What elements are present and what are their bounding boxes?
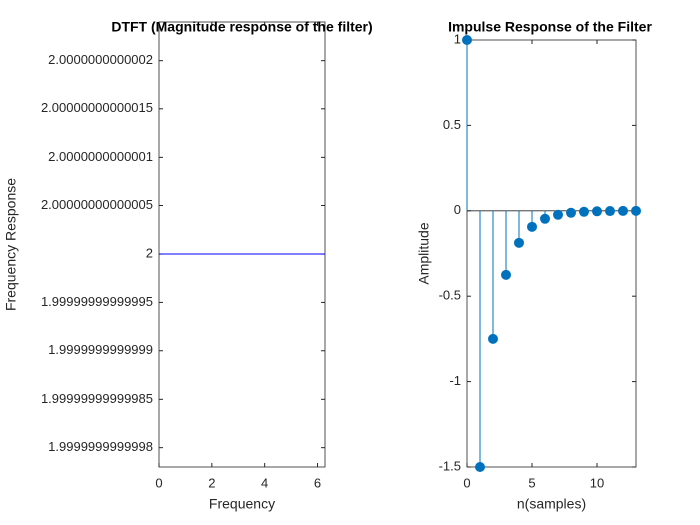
x-tick-label: 5 — [528, 475, 535, 490]
y-tick-label: 2.00000000000005 — [41, 197, 153, 212]
y-tick-label: 0 — [454, 202, 461, 217]
y-tick-label: -1 — [449, 373, 461, 388]
y-axis-label: Frequency Response — [3, 178, 19, 311]
stem-marker — [514, 237, 524, 248]
stem-marker — [462, 35, 472, 45]
plot-area — [466, 39, 637, 468]
stem-marker — [605, 206, 615, 217]
stem-marker — [579, 206, 589, 217]
chart-title: DTFT (Magnitude response of the filter) — [111, 19, 372, 35]
stem-marker — [501, 269, 511, 280]
stem-marker — [592, 206, 602, 217]
y-tick-label: 1 — [454, 31, 461, 46]
stem-marker — [488, 333, 498, 344]
y-tick-label: -1.5 — [439, 458, 461, 473]
stem-marker — [527, 221, 537, 232]
y-axis-label: Amplitude — [416, 222, 432, 284]
y-tick-label: 2.0000000000001 — [48, 149, 153, 164]
y-tick-label: 1.9999999999998 — [48, 439, 153, 454]
plot-area — [158, 21, 326, 468]
y-tick-label: -0.5 — [439, 288, 461, 303]
stem-marker — [475, 462, 485, 472]
x-tick-label: 0 — [155, 475, 162, 490]
x-tick-label: 6 — [314, 475, 321, 490]
x-tick-label: 4 — [261, 475, 268, 490]
y-tick-label: 2.00000000000015 — [41, 100, 153, 115]
stem-marker — [631, 205, 641, 216]
y-tick-label: 1.99999999999995 — [41, 294, 153, 309]
y-tick-label: 0.5 — [443, 117, 461, 132]
y-tick-label: 1.99999999999985 — [41, 391, 153, 406]
x-tick-label: 10 — [590, 475, 604, 490]
x-tick-label: 2 — [208, 475, 215, 490]
stem-marker — [566, 207, 576, 218]
y-tick-label: 1.9999999999999 — [48, 342, 153, 357]
x-axis-label: n(samples) — [517, 496, 586, 512]
stem-marker — [618, 205, 628, 216]
stem-marker — [553, 209, 563, 220]
x-tick-label: 0 — [463, 475, 470, 490]
chart-title: Impulse Response of the Filter — [448, 19, 652, 35]
y-tick-label: 2 — [146, 245, 153, 260]
x-axis-label: Frequency — [209, 496, 275, 512]
stem-marker — [540, 213, 550, 224]
y-tick-label: 2.0000000000002 — [48, 52, 153, 67]
axes: 0 2 4 6 1.9999999999998 1.99999999999985 1.999… — [3, 19, 373, 512]
